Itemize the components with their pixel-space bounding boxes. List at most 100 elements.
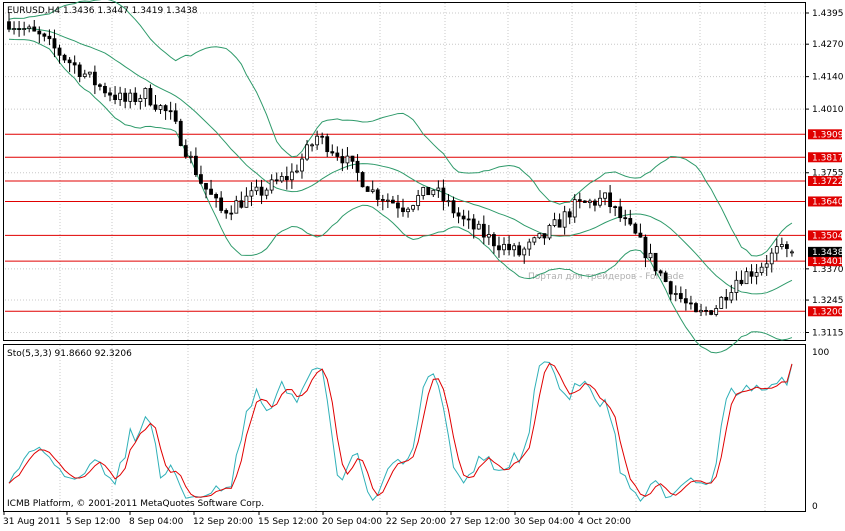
price-tick-label: 1.4395 [812, 9, 844, 19]
candle [618, 198, 623, 222]
candle [244, 187, 249, 208]
candle [350, 155, 355, 169]
level-label: 1.3909 [808, 129, 844, 140]
candle [62, 53, 67, 63]
candle [279, 172, 284, 183]
candle [264, 187, 269, 200]
candle [729, 284, 734, 304]
price-tick-label: 1.3370 [812, 265, 844, 275]
candle [188, 151, 193, 164]
stoch-header: Sto(5,3,3) 91.8660 92.3206 [7, 349, 132, 359]
stochastic-lines [8, 361, 793, 502]
candle [648, 243, 653, 261]
candle [476, 220, 481, 230]
candle [759, 262, 764, 276]
candle [27, 24, 32, 33]
candle [633, 222, 638, 235]
candle [340, 148, 345, 172]
candle [103, 82, 107, 98]
candle [537, 233, 542, 240]
candle [547, 223, 552, 241]
band-upper [8, 0, 793, 257]
svg-text:1.3909: 1.3909 [812, 130, 844, 140]
candle [704, 306, 708, 316]
candle [219, 191, 224, 214]
stoch-tick-label: 0 [812, 502, 818, 512]
candle [163, 104, 168, 120]
candle [148, 84, 153, 107]
candle [663, 270, 668, 283]
candle [300, 153, 304, 179]
candle [108, 87, 112, 102]
candle [92, 65, 97, 95]
candle [436, 180, 441, 198]
candle [678, 286, 683, 303]
time-tick-label: 8 Sep 04:00 [129, 517, 184, 527]
candle [375, 187, 380, 207]
candle [557, 213, 562, 228]
candle [426, 187, 431, 196]
candle [441, 179, 446, 211]
candle [694, 301, 698, 313]
candle [416, 189, 421, 211]
candle [325, 133, 330, 158]
candle [567, 208, 572, 225]
svg-text:1.3438: 1.3438 [812, 248, 844, 258]
time-tick-label: 30 Sep 04:00 [514, 517, 574, 527]
candle [603, 192, 607, 206]
candle [492, 232, 496, 254]
candle [315, 130, 320, 150]
svg-text:1.3722: 1.3722 [812, 177, 844, 187]
candle [593, 198, 597, 212]
bollinger-bands [8, 0, 793, 354]
candle [335, 146, 340, 161]
candle [153, 94, 158, 112]
candle [623, 209, 628, 226]
time-tick-label: 5 Sep 12:00 [66, 517, 121, 527]
candle [113, 86, 117, 105]
candle [431, 189, 436, 198]
candle [365, 185, 370, 192]
price-tick-label: 1.4270 [812, 40, 844, 50]
candle [784, 241, 789, 258]
candle [764, 255, 769, 276]
candle [32, 19, 37, 32]
candle [739, 270, 744, 286]
candle [138, 94, 143, 110]
time-tick-label: 4 Oct 20:00 [578, 517, 631, 527]
time-tick-label: 27 Sep 12:00 [450, 517, 510, 527]
grid [5, 3, 805, 511]
candle [345, 147, 350, 170]
candle [118, 86, 123, 106]
candle [471, 214, 476, 239]
candle [330, 144, 335, 156]
candle [643, 234, 648, 268]
candle [587, 198, 592, 209]
candle [749, 264, 754, 284]
candle [355, 154, 360, 182]
candle [461, 209, 466, 227]
candle [254, 179, 259, 195]
candle [401, 198, 405, 217]
candle [193, 147, 198, 177]
candle [178, 118, 183, 147]
candle [638, 223, 643, 238]
candle [133, 87, 138, 106]
level-label: 1.3640 [808, 196, 844, 207]
svg-text:1.3401: 1.3401 [812, 257, 844, 267]
candle [310, 143, 314, 152]
candle [229, 205, 234, 221]
watermark-text: Портал для трейдеров - ForTrade [528, 272, 684, 282]
candle [709, 309, 714, 316]
candle [714, 305, 719, 317]
candle [82, 69, 87, 79]
indicator-panel-frame [3, 344, 806, 512]
svg-text:1.3817: 1.3817 [812, 153, 844, 163]
candle [683, 289, 688, 311]
copyright-footer: ICMB Platform, © 2001-2011 MetaQuotes So… [7, 499, 264, 509]
level-label: 1.3504 [808, 230, 844, 241]
price-tick-label: 1.4140 [812, 73, 844, 83]
level-label: 1.3722 [808, 175, 844, 187]
candle [790, 249, 794, 257]
